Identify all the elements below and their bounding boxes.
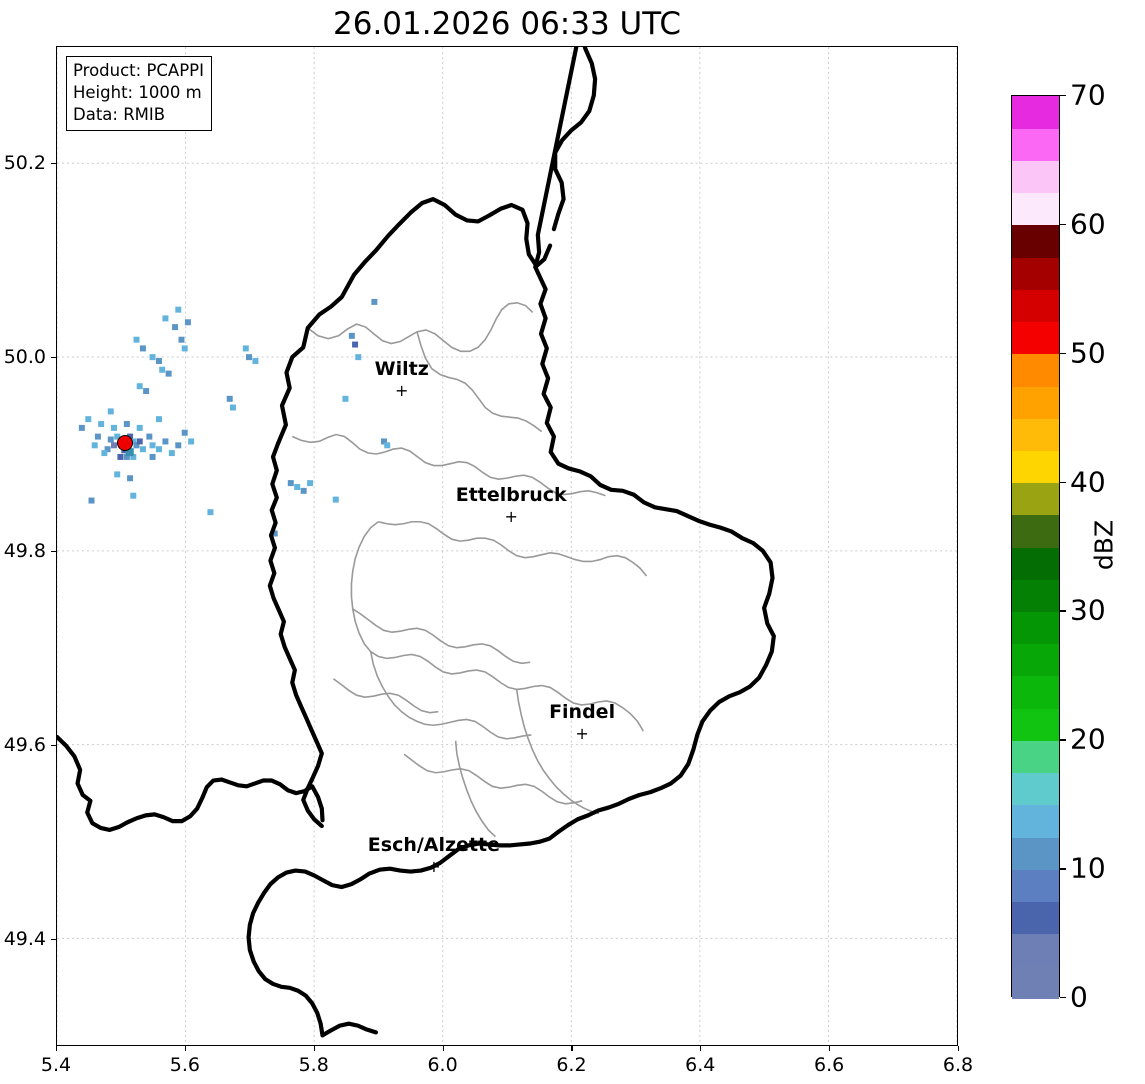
colorbar-band (1012, 385, 1059, 419)
colorbar-band (1012, 128, 1059, 162)
colorbar-band (1012, 675, 1059, 709)
colorbar-band (1012, 869, 1059, 902)
x-tick-mark (56, 1046, 58, 1051)
national-border (57, 47, 776, 1038)
page-title: 26.01.2026 06:33 UTC (333, 6, 681, 42)
y-tick-mark (51, 939, 56, 941)
y-tick-mark (51, 162, 56, 164)
x-tick-label: 6.8 (942, 1054, 974, 1076)
colorbar-tick-mark (1060, 997, 1066, 999)
colorbar-band (1012, 772, 1059, 806)
colorbar-tick-label: 60 (1070, 207, 1106, 241)
info-product: Product: PCAPPI (73, 61, 204, 80)
gridlines (57, 47, 957, 1045)
colorbar-band (1012, 547, 1059, 580)
colorbar-band (1012, 353, 1059, 387)
colorbar-axis-label: dBZ (1089, 519, 1119, 571)
colorbar-band (1012, 965, 1059, 999)
colorbar-tick-mark (1060, 352, 1066, 355)
x-tick-mark (829, 1046, 831, 1051)
x-tick-label: 5.4 (40, 1054, 72, 1076)
colorbar-tick-label: 0 (1070, 980, 1088, 1014)
x-tick-label: 5.6 (169, 1054, 200, 1076)
x-tick-label: 6.2 (556, 1054, 587, 1076)
city-name: Wiltz (374, 358, 429, 381)
colorbar-band (1012, 257, 1059, 290)
canton-boundaries (291, 301, 648, 838)
info-data: Data: RMIB (73, 104, 166, 124)
x-tick-mark (184, 1046, 186, 1051)
colorbar-tick-mark (1060, 223, 1066, 226)
city-label-ettelbruck: Ettelbruck + (456, 486, 567, 525)
radar-station-marker[interactable] (116, 435, 133, 452)
x-tick-mark (958, 1046, 960, 1051)
colorbar-band (1012, 224, 1059, 258)
x-tick-mark (700, 1046, 702, 1051)
colorbar-tick-label: 70 (1070, 78, 1106, 112)
colorbar-band (1012, 740, 1059, 774)
city-marker-plus: + (427, 856, 441, 876)
radar-echo-layer (78, 298, 391, 537)
x-tick-mark (313, 1046, 315, 1051)
city-label-wiltz: Wiltz + (375, 360, 429, 399)
colorbar-band (1012, 933, 1059, 967)
colorbar-band (1012, 192, 1059, 226)
y-tick-label: 50.0 (3, 345, 46, 368)
x-tick-label: 5.8 (298, 1054, 329, 1076)
colorbar-tick-label: 30 (1070, 593, 1106, 627)
map-canvas (57, 47, 957, 1045)
colorbar-band (1012, 643, 1059, 677)
colorbar-tick-mark (1060, 868, 1066, 870)
colorbar-band (1012, 96, 1059, 129)
y-tick-label: 49.8 (3, 539, 46, 562)
city-name: Esch/Alzette (367, 833, 501, 856)
city-name: Findel (549, 700, 616, 723)
colorbar-tick-mark (1060, 610, 1066, 612)
y-tick-mark (51, 356, 56, 358)
x-tick-mark (571, 1046, 573, 1051)
colorbar-tick-label: 40 (1070, 465, 1106, 499)
colorbar-band (1012, 611, 1059, 645)
map-plot-area[interactable]: Product: PCAPPI Height: 1000 m Data: RMI… (56, 46, 958, 1046)
colorbar-band (1012, 450, 1059, 484)
x-tick-label: 6.6 (814, 1054, 845, 1076)
colorbar-band (1012, 418, 1059, 451)
y-tick-mark (51, 745, 56, 747)
city-marker-plus: + (504, 507, 518, 527)
colorbar-tick-mark (1060, 739, 1066, 741)
y-tick-label: 50.2 (3, 151, 46, 174)
colorbar-tick-label: 10 (1070, 851, 1106, 885)
colorbar-band (1012, 321, 1059, 355)
colorbar-band (1012, 289, 1059, 323)
colorbar-band (1012, 901, 1059, 935)
city-marker-plus: + (575, 723, 589, 743)
colorbar-band (1012, 708, 1059, 741)
colorbar-tick-mark (1060, 95, 1066, 97)
colorbar-band (1012, 579, 1059, 613)
city-label-findel: Findel + (549, 700, 616, 743)
x-tick-label: 6.4 (685, 1054, 716, 1076)
colorbar-tick-label: 50 (1070, 336, 1106, 370)
colorbar-band (1012, 836, 1059, 870)
y-tick-label: 49.6 (3, 734, 46, 757)
x-tick-mark (442, 1046, 444, 1051)
info-height: Height: 1000 m (73, 82, 202, 102)
colorbar-band (1012, 160, 1059, 194)
colorbar-tick-label: 20 (1070, 722, 1106, 756)
y-tick-mark (51, 550, 56, 552)
colorbar-band (1012, 482, 1059, 516)
city-label-esch-alzette: Esch/Alzette + (367, 833, 501, 876)
colorbar-tick-mark (1060, 481, 1066, 483)
city-marker-plus: + (394, 381, 409, 401)
city-name: Ettelbruck (455, 484, 567, 507)
x-tick-label: 6.0 (427, 1054, 458, 1076)
info-box: Product: PCAPPI Height: 1000 m Data: RMI… (66, 56, 212, 131)
colorbar[interactable] (1011, 95, 1060, 999)
colorbar-band (1012, 514, 1059, 548)
colorbar-band (1012, 804, 1059, 838)
y-tick-label: 49.4 (3, 928, 46, 951)
